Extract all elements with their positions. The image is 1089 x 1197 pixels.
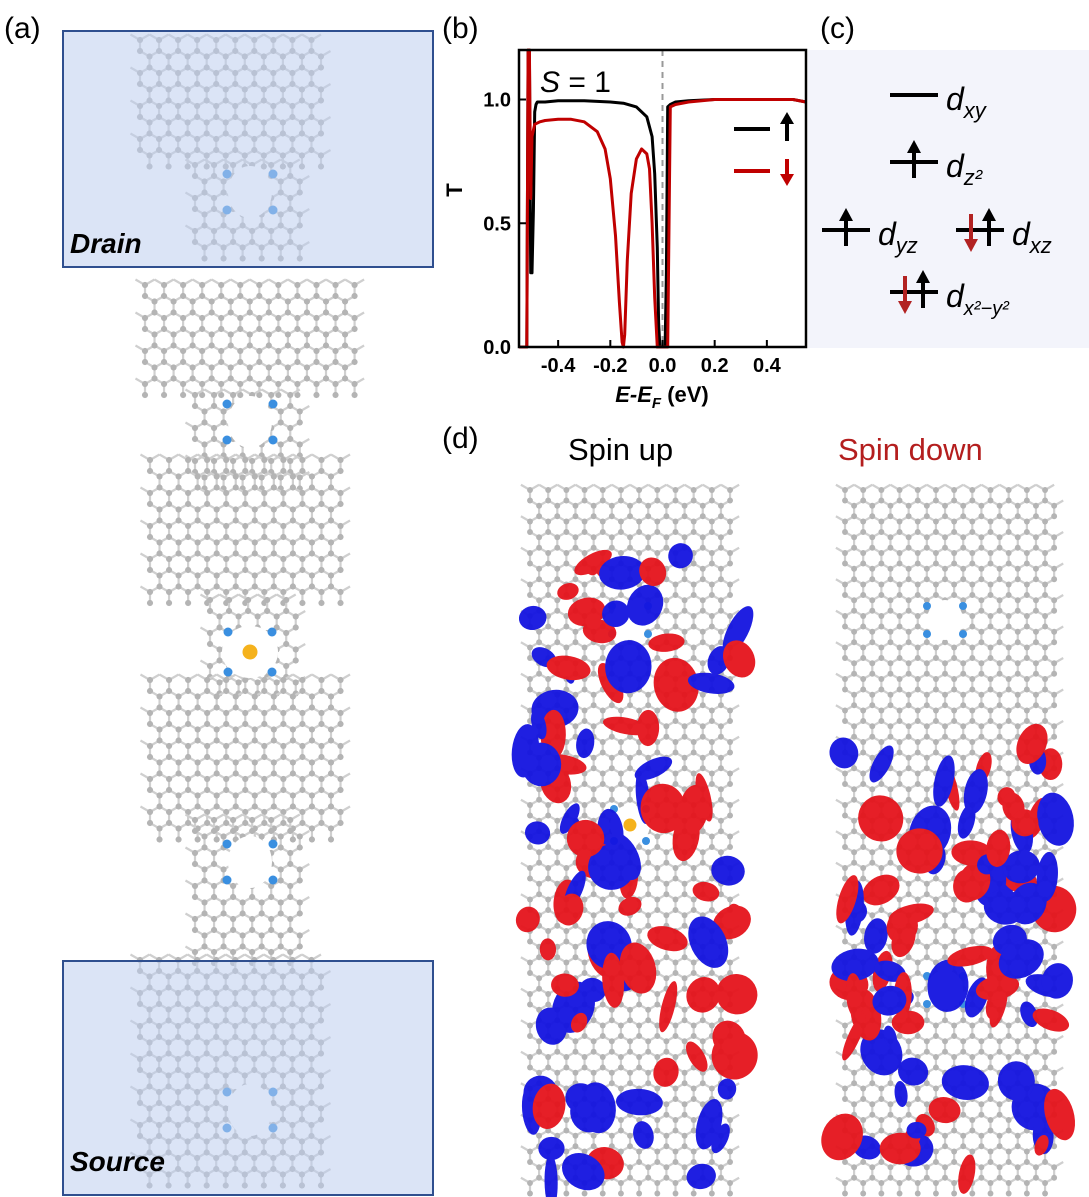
transmission-chart: -0.4 -0.2 0.0 0.2 0.4 0.0 0.5 1.0 S = 1 T E-EF …	[442, 48, 808, 412]
spin-up-isosurface	[511, 543, 758, 1197]
series-line-spin-down	[519, 48, 807, 349]
svg-text:dxz: dxz	[1012, 216, 1052, 258]
source-label: Source	[70, 1146, 165, 1177]
x-tick-label: -0.2	[593, 355, 627, 377]
spin-up-arrow-icon	[839, 208, 853, 246]
svg-text:dxy: dxy	[946, 81, 988, 123]
spin-up-title: Spin up	[568, 432, 674, 467]
orbital-level-dyz: dyz	[822, 208, 918, 258]
y-axis-label: T	[442, 183, 467, 197]
drain-label: Drain	[70, 228, 142, 259]
legend-up-arrow-icon	[780, 112, 794, 141]
spin-up-arrow-icon	[907, 140, 921, 178]
spin-down-arrow-icon	[964, 214, 978, 252]
series-line-spin-up	[519, 48, 807, 349]
source-electrode	[62, 960, 434, 1196]
y-tick-label: 0.5	[483, 213, 511, 235]
panel-label-a: (a)	[4, 12, 41, 45]
orbital-level-dxz: dxz	[956, 208, 1052, 258]
spin-state-annotation: S = 1	[540, 66, 611, 99]
y-tick-label: 0.0	[483, 337, 511, 359]
orbital-level-dz2: dz²	[890, 140, 983, 190]
d-orbital-diagram: dxy dz² dyz dxz	[822, 81, 1052, 320]
spin-up-arrow-icon	[916, 270, 930, 308]
spin-down-arrow-icon	[898, 276, 912, 314]
panel-label-b: (b)	[442, 12, 479, 45]
metal-atom	[242, 644, 258, 660]
spin-down-density-plot	[821, 483, 1077, 1197]
y-tick-label: 1.0	[483, 90, 511, 112]
orbital-level-dx2y2: dx²−y²	[890, 270, 1010, 320]
spin-up-density-plot	[511, 483, 758, 1197]
x-axis-label: E-EF (eV)	[615, 382, 709, 412]
orbital-diagram-background	[808, 50, 1089, 348]
orbital-level-dxy: dxy	[890, 81, 988, 123]
legend-down-arrow-icon	[780, 159, 794, 186]
drain-electrode	[62, 30, 434, 268]
spin-down-title: Spin down	[838, 432, 983, 467]
x-tick-label: -0.4	[541, 355, 576, 377]
x-tick-label: 0.4	[753, 355, 782, 377]
svg-text:dz²: dz²	[946, 148, 983, 190]
x-tick-label: 0.0	[649, 355, 677, 377]
panel-label-c: (c)	[820, 12, 855, 45]
spin-up-arrow-icon	[982, 208, 996, 246]
svg-text:dyz: dyz	[878, 216, 918, 258]
svg-text:dx²−y²: dx²−y²	[946, 278, 1010, 320]
spin-down-isosurface	[821, 723, 1077, 1194]
panel-label-d: (d)	[442, 422, 479, 455]
legend	[734, 112, 794, 186]
x-tick-label: 0.2	[701, 355, 729, 377]
